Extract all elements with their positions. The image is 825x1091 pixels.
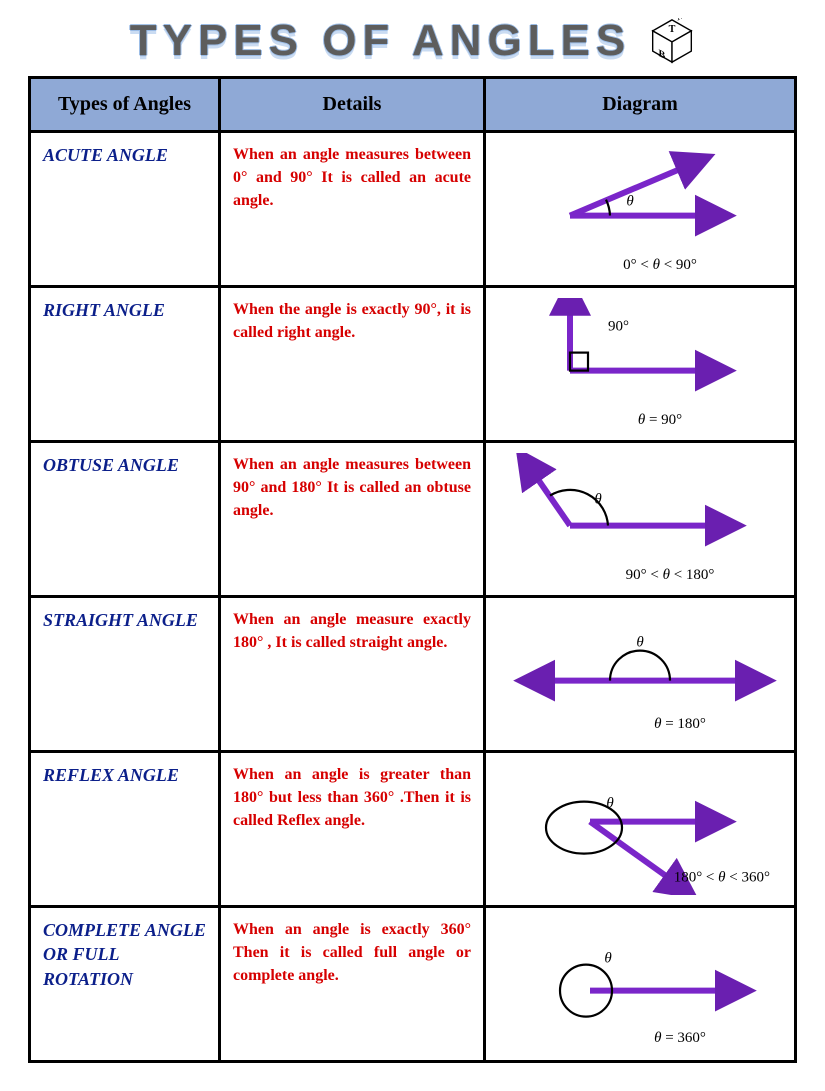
angle-details: When an angle measures between 0° and 90…	[233, 143, 471, 213]
svg-text:θ = 180°: θ = 180°	[654, 716, 706, 732]
svg-text:θ: θ	[626, 194, 634, 210]
header-types: Types of Angles	[30, 78, 220, 132]
svg-text:90° < θ < 180°: 90° < θ < 180°	[626, 567, 715, 583]
angle-type-name: OBTUSE ANGLE	[43, 453, 206, 477]
angle-type-name: REFLEX ANGLE	[43, 763, 206, 787]
table-row: RIGHT ANGLE When the angle is exactly 90…	[30, 287, 796, 442]
svg-text:θ: θ	[606, 796, 614, 812]
angle-type-name: STRAIGHT ANGLE	[43, 608, 206, 632]
title-row: TYPES OF ANGLES T B M	[28, 16, 797, 66]
angle-details: When an angle measure exactly 180° , It …	[233, 608, 471, 654]
angle-diagram: θ θ = 360°	[485, 907, 796, 1062]
angle-details: When an angle is greater than 180° but l…	[233, 763, 471, 833]
table-row: STRAIGHT ANGLE When an angle measure exa…	[30, 597, 796, 752]
angle-diagram: 90° θ = 90°	[485, 287, 796, 442]
angle-type-name: ACUTE ANGLE	[43, 143, 206, 167]
table-header-row: Types of Angles Details Diagram	[30, 78, 796, 132]
angle-diagram: θ 90° < θ < 180°	[485, 442, 796, 597]
svg-text:T: T	[669, 24, 676, 35]
table-row: OBTUSE ANGLE When an angle measures betw…	[30, 442, 796, 597]
svg-text:θ = 90°: θ = 90°	[638, 412, 682, 428]
angles-table: Types of Angles Details Diagram ACUTE AN…	[28, 76, 797, 1063]
svg-text:90°: 90°	[608, 319, 629, 335]
angle-diagram: θ θ = 180°	[485, 597, 796, 752]
angle-details: When the angle is exactly 90°, it is cal…	[233, 298, 471, 344]
svg-text:θ: θ	[604, 951, 612, 967]
page-title: TYPES OF ANGLES	[130, 16, 632, 66]
logo-cube-icon: T B M	[649, 18, 695, 64]
angle-diagram: θ 180° < θ < 360°	[485, 752, 796, 907]
table-row: REFLEX ANGLE When an angle is greater th…	[30, 752, 796, 907]
svg-text:180° < θ < 360°: 180° < θ < 360°	[674, 870, 770, 886]
angle-type-name: COMPLETE ANGLE OR FULL ROTATION	[43, 918, 206, 991]
header-details: Details	[220, 78, 485, 132]
table-row: ACUTE ANGLE When an angle measures betwe…	[30, 132, 796, 287]
angle-details: When an angle is exactly 360° Then it is…	[233, 918, 471, 988]
svg-text:M: M	[678, 18, 688, 24]
header-diagram: Diagram	[485, 78, 796, 132]
table-row: COMPLETE ANGLE OR FULL ROTATION When an …	[30, 907, 796, 1062]
angle-details: When an angle measures between 90° and 1…	[233, 453, 471, 523]
svg-text:θ: θ	[636, 635, 644, 651]
angle-type-name: RIGHT ANGLE	[43, 298, 206, 322]
angle-diagram: θ 0° < θ < 90°	[485, 132, 796, 287]
svg-text:θ: θ	[594, 492, 602, 508]
svg-text:θ = 360°: θ = 360°	[654, 1030, 706, 1046]
svg-text:0° < θ < 90°: 0° < θ < 90°	[623, 257, 697, 273]
